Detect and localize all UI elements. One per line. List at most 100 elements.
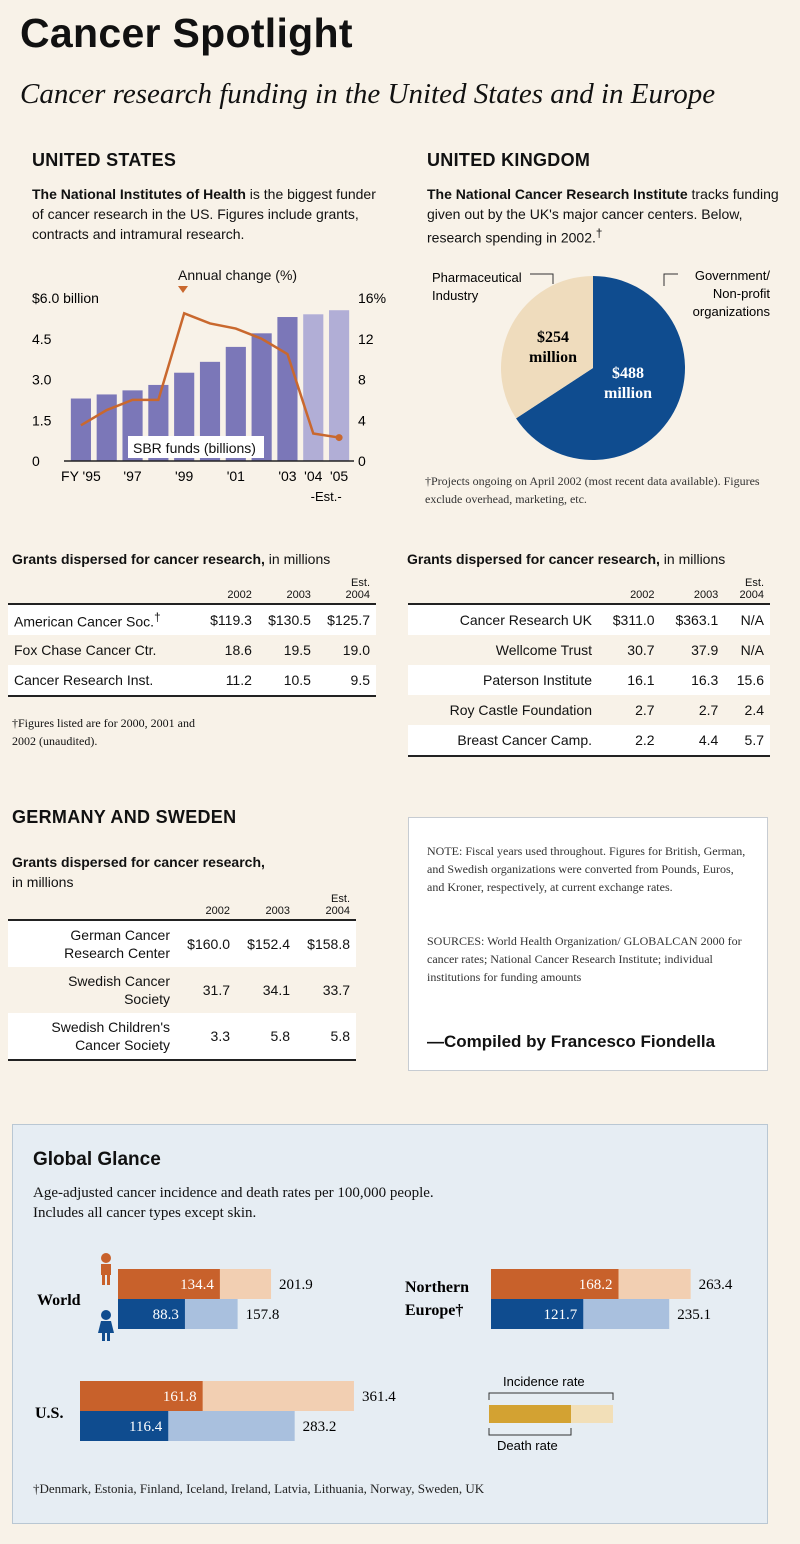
bar bbox=[303, 314, 324, 461]
group-label-neurope-line1: Northern bbox=[405, 1279, 469, 1296]
bar-women-death bbox=[491, 1299, 584, 1329]
sources-text: SOURCES: World Health Organization/ GLOB… bbox=[427, 934, 742, 984]
cell-2003: 16.3 bbox=[660, 665, 725, 695]
cell-2003: 10.5 bbox=[257, 665, 317, 697]
pie-leader-gov bbox=[663, 273, 678, 286]
group-label-neurope-line2: Europe† bbox=[405, 1302, 463, 1319]
row-name-line2: Society bbox=[124, 991, 170, 1007]
cell-2003: 37.9 bbox=[691, 642, 719, 658]
cell-2003: $130.5 bbox=[257, 604, 317, 635]
global-bars: 134.4 201.9 88.3 157.8 161.8 361.4 116.4 283.2 1… bbox=[80, 1269, 733, 1441]
pie-slice-pharmaceutical bbox=[501, 276, 593, 419]
cell-2002: 16.1 bbox=[598, 665, 661, 695]
legend-death-label: Death rate bbox=[497, 1438, 558, 1453]
bar bbox=[96, 394, 117, 461]
cell-2002: 18.6 bbox=[224, 642, 252, 658]
bar-label-men-death: 161.8 bbox=[163, 1389, 197, 1405]
us-chart-line bbox=[80, 311, 343, 442]
group-label-world: World bbox=[37, 1292, 81, 1309]
us-chart-axes: 0 1.5 3.0 4.5 $6.0 billion 0 4 8 12 16% FY '95 '97 '… bbox=[32, 290, 386, 504]
x-est-label: -Est.- bbox=[311, 489, 342, 504]
table-row: American Cancer Soc.† $119.3 $130.5 $125… bbox=[8, 604, 376, 635]
us-table-footnote: †Figures listed are for 2000, 2001 and 2… bbox=[12, 714, 195, 750]
global-subtitle: Age-adjusted cancer incidence and death … bbox=[33, 1183, 434, 1223]
de-se-title-bold: Grants dispersed for cancer research, bbox=[12, 854, 265, 870]
pie-value-pharma-line1: $254 bbox=[537, 329, 569, 346]
bar-label-women-incidence: 283.2 bbox=[303, 1419, 337, 1435]
rate-legend: Incidence rate Death rate bbox=[488, 1374, 614, 1453]
y-tick-right: 8 bbox=[358, 372, 366, 388]
cell-2004: 15.6 bbox=[724, 665, 770, 695]
cell-2004: 9.5 bbox=[316, 665, 376, 697]
col-header-2002: 2002 bbox=[200, 577, 258, 605]
x-tick-label: '03 bbox=[278, 468, 296, 484]
table-row: German Cancer Research Center $160.0 $152… bbox=[8, 920, 356, 967]
table-header-row: 2002 2003 Est. 2004 bbox=[408, 577, 770, 605]
pie-slice-government bbox=[516, 276, 685, 460]
uk-table-title-rest: in millions bbox=[659, 551, 726, 567]
row-name-line1: German Cancer bbox=[70, 927, 170, 943]
pie-value-pharma-line2: million bbox=[529, 349, 577, 366]
table-row: Swedish Children's Cancer Society 3.3 5.8… bbox=[8, 1013, 356, 1061]
y-tick-left: 4.5 bbox=[32, 331, 52, 347]
credit-line: —Compiled by Francesco Fiondella bbox=[427, 1032, 716, 1051]
col-header-year: 2004 bbox=[345, 589, 370, 601]
cell-2004: 2.4 bbox=[744, 702, 764, 718]
row-name-line1: Swedish Children's bbox=[51, 1019, 170, 1035]
de-se-table-title: Grants dispersed for cancer research, in … bbox=[12, 852, 265, 892]
x-tick-label: '99 bbox=[175, 468, 193, 484]
male-icon bbox=[101, 1253, 111, 1285]
pie-label-pharma-line1: Pharmaceutical bbox=[432, 270, 522, 285]
row-name: Roy Castle Foundation bbox=[449, 702, 592, 718]
uk-intro-bold: The National Cancer Research Institute bbox=[427, 186, 688, 202]
annual-change-label: Annual change (%) bbox=[178, 267, 297, 283]
global-glance-panel: Global Glance Age-adjusted cancer incide… bbox=[12, 1124, 768, 1524]
annual-change-marker bbox=[178, 286, 188, 293]
us-intro-bold: The National Institutes of Health bbox=[32, 186, 246, 202]
legend-death-bracket bbox=[488, 1428, 572, 1436]
bar-women-death bbox=[80, 1411, 169, 1441]
table-row: Cancer Research Inst. 11.2 10.5 9.5 bbox=[8, 665, 376, 697]
table-row: Breast Cancer Camp. 2.2 4.4 5.7 bbox=[408, 725, 770, 757]
x-tick-label: '01 bbox=[227, 468, 245, 484]
group-label-us: U.S. bbox=[35, 1405, 63, 1422]
note-box: NOTE: Fiscal years used throughout. Figu… bbox=[408, 817, 768, 1071]
table-header-blank bbox=[408, 577, 598, 605]
y-tick-left: $6.0 billion bbox=[32, 290, 99, 306]
x-tick-label: '97 bbox=[123, 468, 141, 484]
y-tick-left: 0 bbox=[32, 453, 40, 469]
cell-2003: $152.4 bbox=[236, 920, 296, 967]
col-header-2004: Est. 2004 bbox=[296, 893, 356, 921]
line-point bbox=[335, 434, 343, 442]
bar bbox=[225, 346, 246, 461]
table-header-row: 2002 2003 Est. 2004 bbox=[8, 577, 376, 605]
bar-label-men-death: 134.4 bbox=[180, 1277, 214, 1293]
bar-label-men-incidence: 201.9 bbox=[279, 1277, 313, 1293]
col-header-2004: Est. 2004 bbox=[724, 577, 770, 605]
row-name-line2: Research Center bbox=[64, 945, 170, 961]
page-title: Cancer Spotlight bbox=[20, 10, 353, 56]
legend-incidence-bracket bbox=[488, 1392, 614, 1400]
de-se-heading: GERMANY AND SWEDEN bbox=[12, 807, 237, 827]
row-name-mark: † bbox=[154, 610, 161, 624]
bar-label-men-incidence: 263.4 bbox=[699, 1277, 733, 1293]
bar-men-death bbox=[80, 1381, 203, 1411]
cell-2003: 4.4 bbox=[660, 725, 725, 757]
us-footnote-line1: †Figures listed are for 2000, 2001 and bbox=[12, 716, 195, 730]
row-name: American Cancer Soc.† bbox=[8, 604, 200, 635]
uk-table-title-bold: Grants dispersed for cancer research, bbox=[407, 551, 660, 567]
us-heading: UNITED STATES bbox=[32, 150, 177, 170]
table-row: Fox Chase Cancer Ctr. 18.6 19.5 19.0 bbox=[8, 635, 376, 665]
x-tick-label: FY '95 bbox=[61, 468, 101, 484]
cell-2004: 5.8 bbox=[296, 1013, 356, 1061]
y-tick-right: 4 bbox=[358, 412, 366, 428]
female-icon bbox=[98, 1310, 114, 1341]
bar-label-women-incidence: 235.1 bbox=[677, 1307, 711, 1323]
cell-2002: $119.3 bbox=[200, 604, 258, 635]
cell-2003: 19.5 bbox=[283, 642, 311, 658]
table-header-row: 2002 2003 Est. 2004 bbox=[8, 893, 356, 921]
y-tick-right: 16% bbox=[358, 290, 386, 306]
us-intro: The National Institutes of Health is the… bbox=[32, 184, 387, 244]
cell-2004: 19.0 bbox=[342, 642, 370, 658]
cell-2002: 30.7 bbox=[627, 642, 655, 658]
